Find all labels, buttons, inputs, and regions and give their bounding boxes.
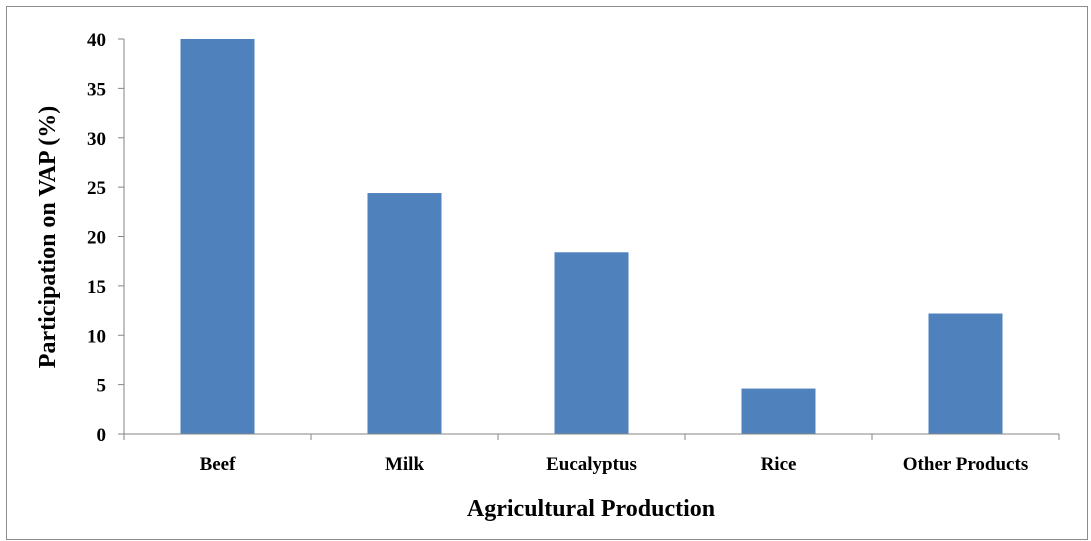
x-category-label: Milk — [385, 454, 424, 475]
x-category-label: Beef — [200, 454, 237, 475]
x-category-label: Other Products — [903, 454, 1028, 475]
bar-milk — [367, 193, 442, 434]
y-tick-label: 5 — [97, 376, 107, 397]
y-tick-label: 35 — [87, 79, 106, 100]
bar-beef — [180, 39, 255, 434]
y-tick-label: 15 — [87, 277, 106, 298]
y-tick-label: 25 — [87, 178, 106, 199]
bar-rice — [741, 388, 816, 434]
bars-layer — [180, 39, 1003, 434]
y-tick-label: 20 — [87, 228, 106, 249]
y-axis-title: Participation on VAP (%) — [35, 106, 61, 368]
x-category-label: Eucalyptus — [546, 454, 637, 475]
x-axis-title: Agricultural Production — [467, 496, 715, 522]
y-tick-label: 30 — [87, 129, 106, 150]
y-tick-label: 10 — [87, 326, 106, 347]
labels-layer: 0 5 10 15 20 25 30 35 40 Beef Milk Eucalyptus Rice Ot… — [87, 30, 1028, 475]
y-tick-label: 40 — [87, 30, 106, 51]
y-tick-label: 0 — [97, 425, 107, 446]
bar-other-products — [928, 313, 1003, 434]
x-category-label: Rice — [761, 454, 797, 475]
bar-eucalyptus — [554, 252, 629, 434]
axes-layer — [118, 38, 1060, 440]
